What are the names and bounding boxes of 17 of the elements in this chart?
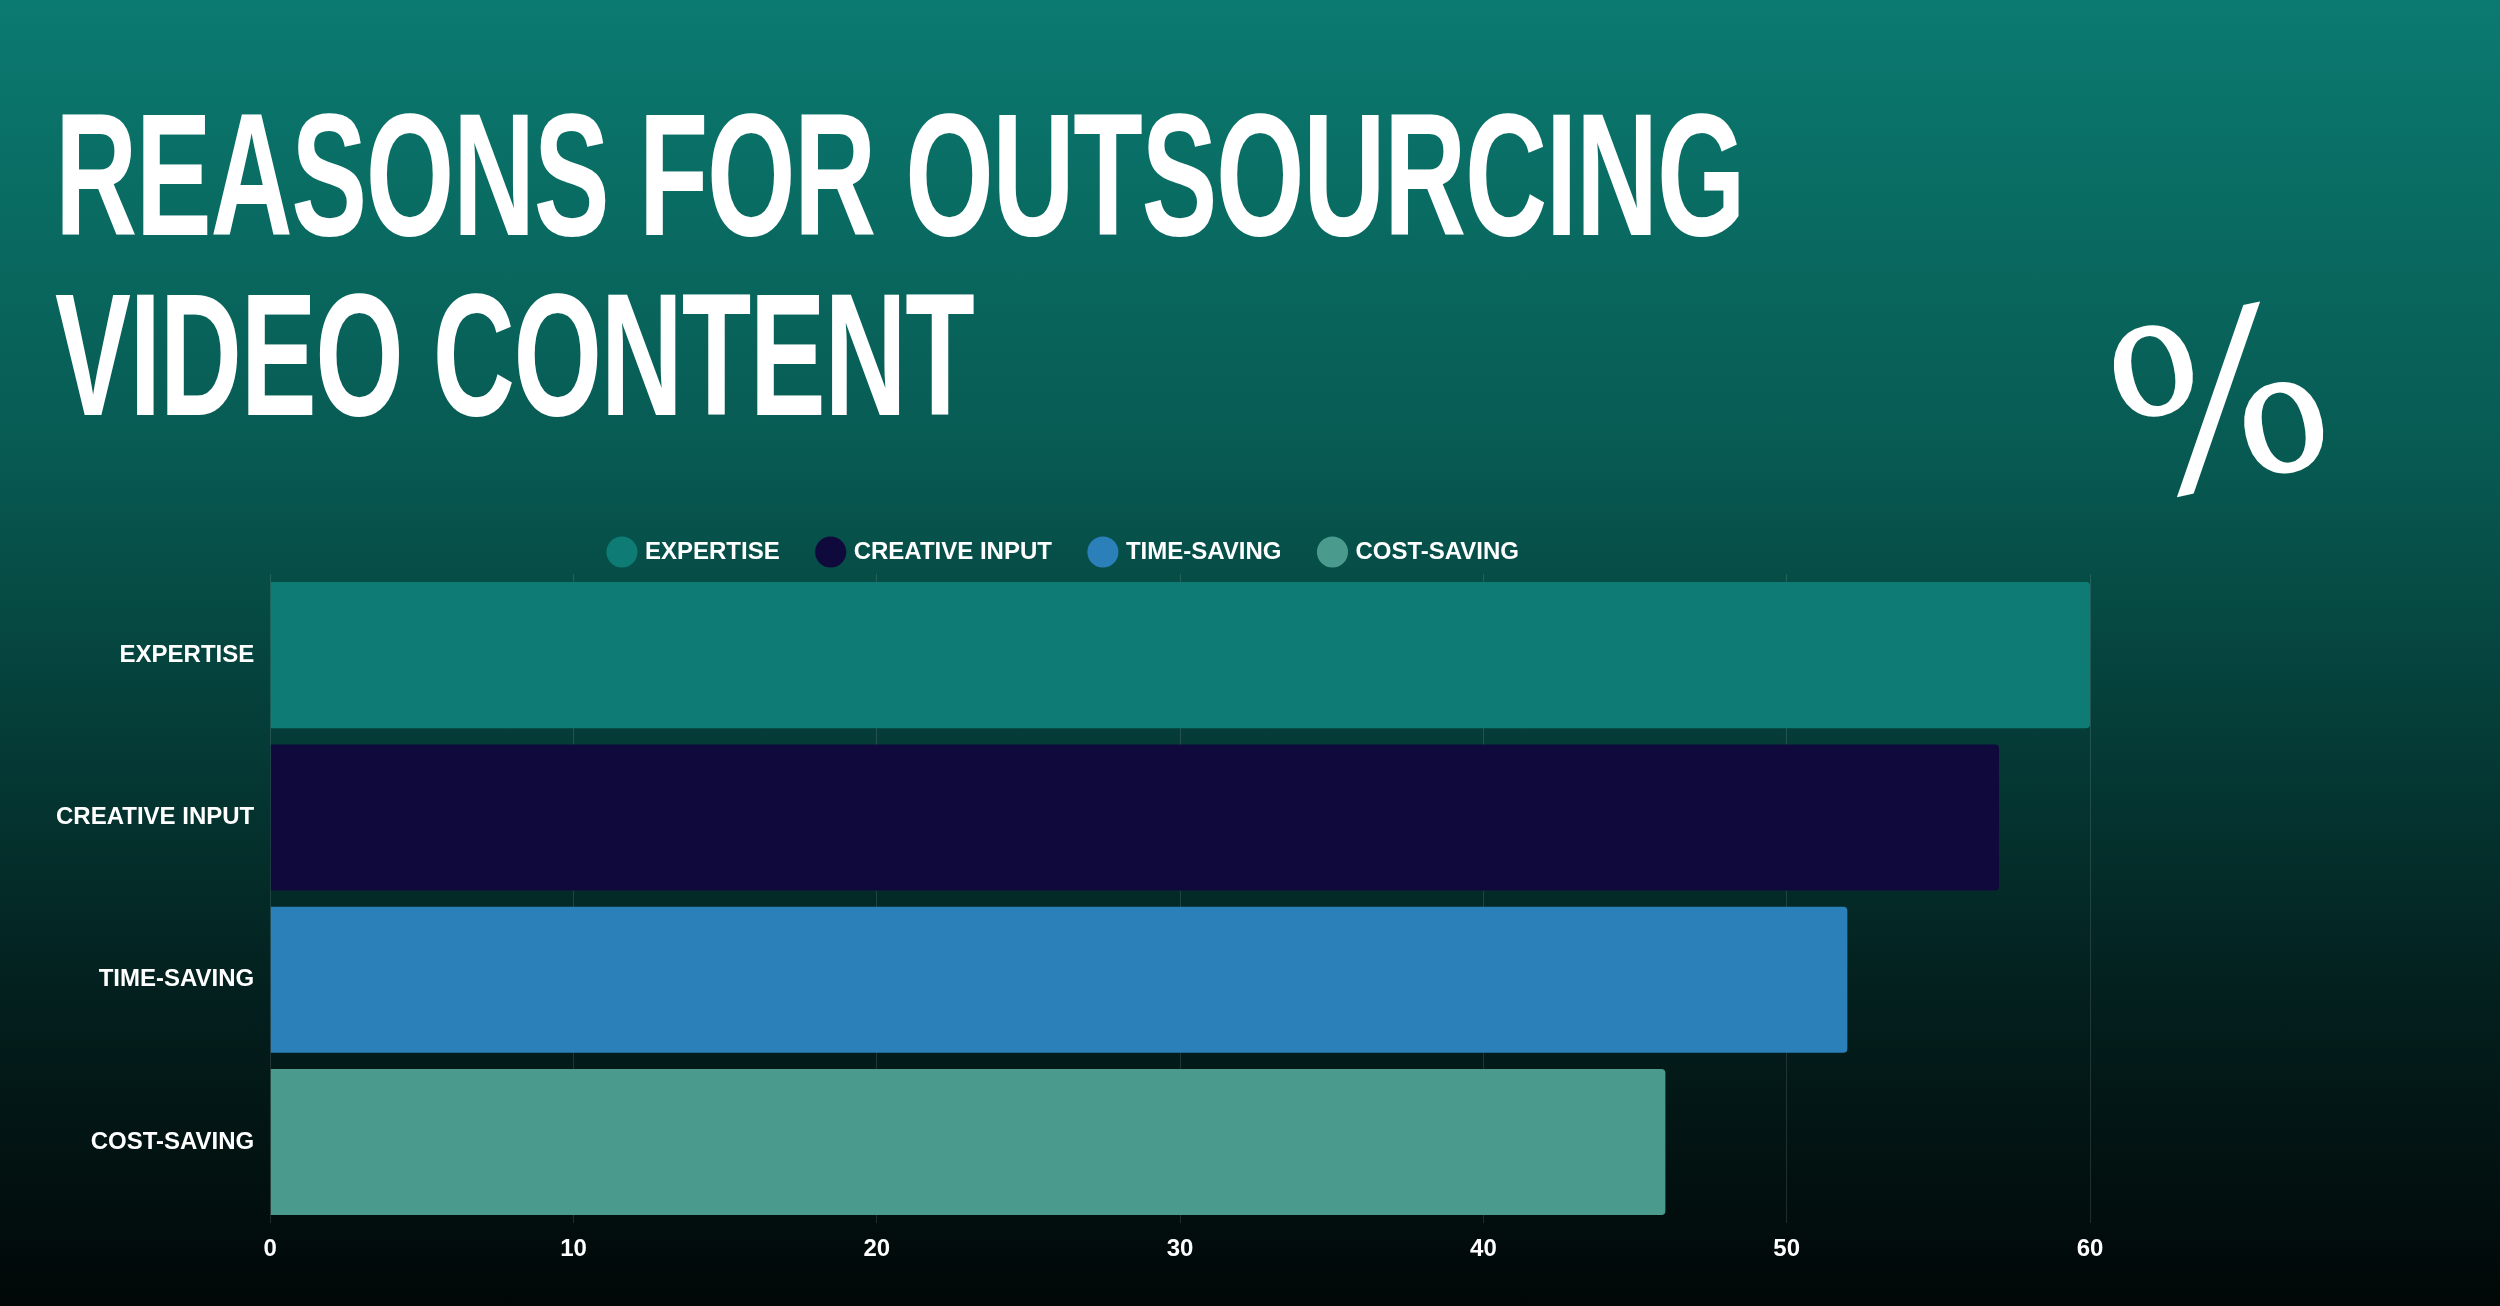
legend-label: CREATIVE INPUT [853, 536, 1053, 564]
y-tick-label: EXPERTISE [119, 639, 255, 667]
y-tick-label: CREATIVE INPUT [56, 802, 255, 830]
chart-title: REASONS FOR OUTSOURCING VIDEO CONTENT [55, 77, 1746, 452]
x-tick-label: 20 [863, 1234, 891, 1262]
x-tick-label: 60 [2076, 1234, 2104, 1262]
y-tick-label: COST-SAVING [90, 1126, 255, 1154]
x-tick-label: 40 [1470, 1234, 1497, 1262]
x-tick-label: 30 [1166, 1234, 1194, 1262]
x-tick-label: 10 [560, 1234, 587, 1262]
legend-label: COST-SAVING [1355, 536, 1520, 564]
legend-label: EXPERTISE [644, 536, 780, 564]
legend-label: TIME-SAVING [1125, 536, 1282, 564]
y-tick-label: TIME-SAVING [98, 964, 255, 992]
x-tick-label: 0 [263, 1234, 277, 1262]
text: % [2084, 250, 2354, 557]
x-tick-label: 50 [1773, 1234, 1801, 1262]
